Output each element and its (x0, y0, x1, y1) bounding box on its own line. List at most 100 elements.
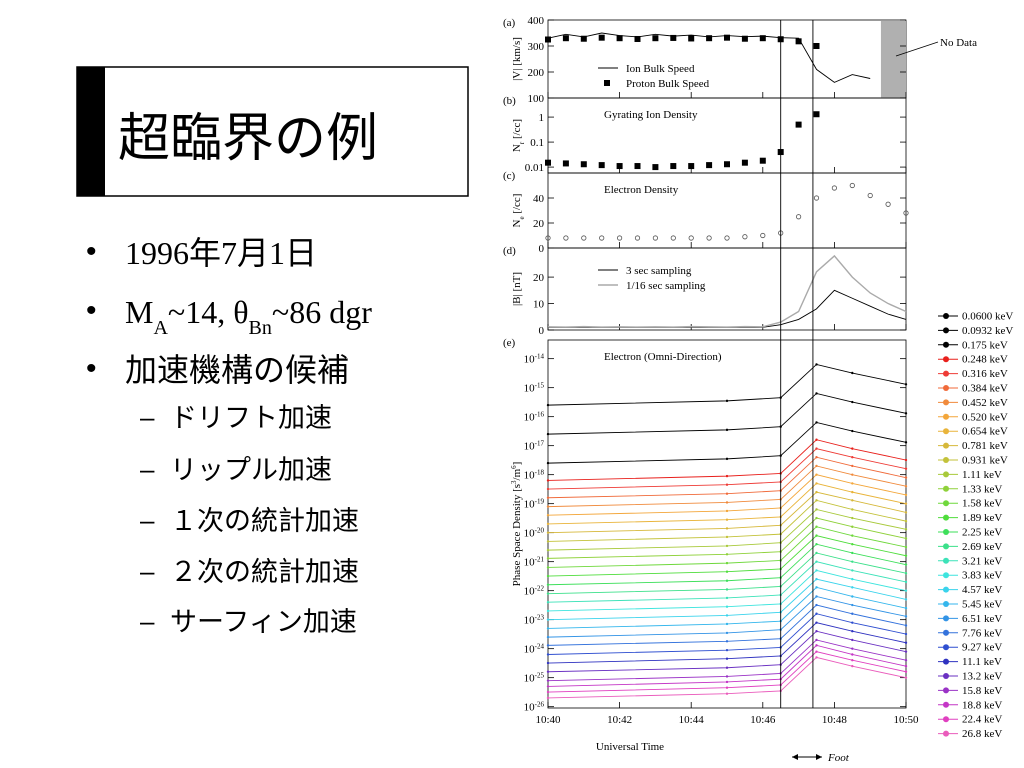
marker (546, 487, 550, 491)
series-line (547, 561, 907, 603)
text-part: |B| [nT] (511, 272, 523, 306)
marker (815, 482, 818, 485)
marker (725, 474, 729, 478)
marker (546, 505, 550, 508)
series-line (547, 526, 907, 568)
bullet: 加速機構の候補 (125, 352, 349, 388)
x-tick-label: 10:46 (750, 714, 776, 726)
marker (815, 644, 818, 647)
tick-base: 10 (524, 615, 536, 627)
legend-dot (943, 457, 949, 463)
panel: 0 20 40 (c) Ne [/cc] Electron Density (503, 170, 909, 255)
tick-exp: -17 (535, 440, 545, 448)
tick-exp: -16 (535, 411, 545, 419)
marker (849, 182, 855, 189)
marker (851, 429, 854, 433)
title-box (76, 66, 469, 197)
marker (725, 614, 729, 617)
marker (904, 615, 908, 618)
marker (616, 235, 623, 241)
marker (851, 464, 854, 468)
marker (851, 560, 854, 563)
marker (904, 598, 908, 601)
no-data-region (880, 21, 906, 98)
marker (546, 583, 550, 586)
text-part: ] (511, 462, 523, 466)
series-line (547, 656, 907, 699)
legend-label: 7.76 keV (962, 627, 1002, 639)
foot-label: Foot (827, 752, 850, 764)
legend-dot (943, 428, 949, 435)
legend-label: 0.0600 keV (962, 311, 1013, 323)
marker (815, 656, 818, 659)
marker (815, 577, 818, 581)
legend-dot (943, 385, 949, 391)
series-line (547, 448, 907, 490)
marker (599, 235, 605, 241)
marker (546, 618, 550, 621)
tick-base: 10 (524, 354, 536, 366)
legend-label: 4.57 keV (962, 584, 1002, 596)
marker (545, 36, 551, 43)
text-part: [/cc] (511, 194, 523, 217)
panel-label: (b) (503, 95, 516, 107)
x-tick-label: 10:44 (679, 714, 705, 726)
legend-label: 0.452 keV (962, 397, 1008, 409)
marker (562, 160, 569, 167)
marker (546, 685, 550, 688)
tick-exp: -25 (535, 672, 545, 680)
marker (546, 496, 550, 499)
marker (851, 543, 854, 546)
y-tick-label: 10-22 (524, 585, 545, 598)
legend-dot (943, 572, 949, 579)
sub-bullet: リップル加速 (170, 455, 332, 486)
text-part: M (125, 294, 153, 330)
series-line (547, 613, 907, 655)
marker (546, 574, 550, 578)
legend-label: 0.248 keV (962, 354, 1008, 366)
marker (795, 214, 802, 220)
marker (725, 666, 729, 669)
tick-exp: -21 (535, 556, 545, 564)
marker (815, 569, 818, 572)
legend-dot (943, 586, 949, 593)
series-line (547, 543, 907, 586)
marker (546, 661, 550, 665)
marker (634, 163, 641, 170)
legend-dot (943, 341, 949, 348)
marker (815, 473, 818, 476)
marker (546, 635, 550, 639)
panel-label: (d) (503, 245, 516, 257)
marker (725, 457, 729, 461)
marker (815, 543, 818, 546)
y-tick-label: 10-19 (524, 498, 545, 511)
marker (688, 163, 695, 170)
marker (904, 676, 908, 679)
marker (851, 482, 854, 485)
sub-bullet: ドリフト加速 (170, 403, 332, 434)
y-tick-label: 10-26 (524, 701, 545, 714)
marker (904, 511, 908, 514)
y-tick-label: 10 (533, 299, 545, 311)
marker (904, 528, 908, 531)
legend-dot (943, 658, 949, 665)
dash: – (140, 556, 155, 586)
marker (851, 647, 854, 650)
marker (851, 456, 854, 459)
tick-exp: -14 (535, 353, 545, 361)
legend-label: 3 sec sampling (626, 265, 692, 277)
marker (815, 560, 818, 563)
marker (546, 540, 550, 543)
marker (725, 399, 729, 403)
marker (851, 490, 854, 494)
tick-base: 10 (524, 702, 536, 714)
marker (562, 35, 569, 42)
y-tick-label: 0.1 (530, 137, 544, 149)
marker (725, 544, 729, 548)
series-line (547, 630, 907, 673)
marker (546, 696, 550, 700)
series-line (547, 535, 907, 577)
series-line (547, 508, 907, 551)
slide-title: 超臨界の例 (118, 109, 378, 169)
y-tick-label: 10-14 (524, 353, 545, 366)
